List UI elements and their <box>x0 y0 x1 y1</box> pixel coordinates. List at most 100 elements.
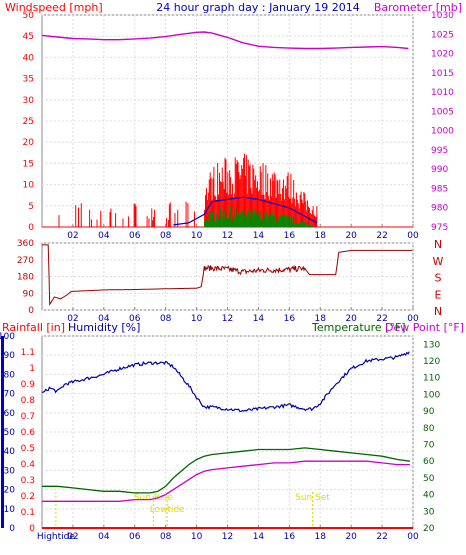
gust-series <box>58 153 318 227</box>
dew-point-line <box>42 460 410 502</box>
compass-label: N <box>434 238 442 251</box>
wind-x-tick-label: 20 <box>345 231 357 241</box>
humidity-line <box>41 351 410 413</box>
barometer-axis-title: Barometer [mb] <box>374 1 462 14</box>
compass-label: W <box>433 255 444 268</box>
rainfall-tick-label: 0.2 <box>21 492 35 502</box>
wind-x-tick-label: 18 <box>315 231 327 241</box>
humidity-axis-bar <box>1 336 4 528</box>
event-annotation-label: Sun Rise <box>134 493 173 503</box>
climate-x-tick-label: 04 <box>98 532 110 542</box>
rainfall-tick-label: 1 <box>29 364 35 374</box>
direction-tick-label: 270 <box>17 256 34 266</box>
barometer-tick-label: 975 <box>431 223 448 233</box>
humidity-tick-label: 90 <box>4 351 16 361</box>
barometer-tick-label: 990 <box>431 165 448 175</box>
barometer-line <box>41 31 409 50</box>
climate-x-tick-label: 06 <box>129 532 141 542</box>
windspeed-tick-label: 0 <box>28 223 34 233</box>
direction-x-tick-label: 10 <box>191 314 203 324</box>
climate-x-tick-label: 12 <box>222 532 233 542</box>
temperature-tick-label: 90 <box>423 407 435 417</box>
wind-x-tick-label: 10 <box>191 231 203 241</box>
barometer-tick-label: 1005 <box>431 107 454 117</box>
humidity-tick-label: 0 <box>9 524 15 534</box>
barometer-tick-label: 1015 <box>431 69 454 79</box>
windspeed-tick-label: 30 <box>23 96 35 106</box>
direction-tick-label: 90 <box>23 289 35 299</box>
climate-x-tick-label: 08 <box>160 532 172 542</box>
climate-x-tick-label: 18 <box>315 532 327 542</box>
wind-x-tick-label: 12 <box>222 231 233 241</box>
windspeed-tick-label: 50 <box>23 11 35 21</box>
rainfall-tick-label: 0.8 <box>21 396 36 406</box>
temperature-tick-label: 60 <box>423 457 435 467</box>
direction-tick-label: 360 <box>17 239 34 249</box>
temperature-tick-label: 100 <box>423 390 440 400</box>
direction-tick-label: 180 <box>17 273 34 283</box>
windspeed-tick-label: 45 <box>23 32 34 42</box>
barometer-tick-label: 1010 <box>431 88 454 98</box>
rainfall-tick-label: 0.5 <box>21 444 35 454</box>
barometer-tick-label: 1000 <box>431 127 454 137</box>
wind-average-line <box>173 196 318 226</box>
barometer-tick-label: 985 <box>431 184 448 194</box>
rainfall-tick-label: 0.6 <box>21 428 36 438</box>
direction-x-tick-label: 00 <box>407 314 419 324</box>
direction-x-tick-label: 02 <box>67 314 78 324</box>
event-annotation-label: Sun Set <box>295 493 330 503</box>
wind-x-tick-label: 02 <box>67 231 78 241</box>
rainfall-tick-label: 1.1 <box>21 348 35 358</box>
windspeed-tick-label: 10 <box>23 181 35 191</box>
wind-x-tick-label: 14 <box>253 231 265 241</box>
temperature-tick-label: 40 <box>423 491 435 501</box>
direction-x-tick-label: 08 <box>160 314 172 324</box>
climate-x-tick-label: 10 <box>191 532 203 542</box>
windspeed-tick-label: 20 <box>23 138 35 148</box>
windspeed-tick-label: 35 <box>23 75 34 85</box>
compass-label: N <box>434 305 442 318</box>
rainfall-tick-label: 0.9 <box>21 380 36 390</box>
wind-x-tick-label: 22 <box>376 231 387 241</box>
rainfall-tick-label: 0.4 <box>21 460 36 470</box>
temperature-tick-label: 130 <box>423 340 440 350</box>
temperature-tick-label: 80 <box>423 424 435 434</box>
temperature-tick-label: 30 <box>423 507 435 517</box>
rainfall-tick-label: 0.1 <box>21 508 35 518</box>
windspeed-axis-title: Windspeed [mph] <box>5 1 103 14</box>
humidity-tick-label: 10 <box>4 505 16 515</box>
direction-x-tick-label: 06 <box>129 314 141 324</box>
event-annotation-label: Lowtide <box>150 505 185 515</box>
compass-label: E <box>435 288 442 301</box>
climate-x-tick-label: 14 <box>253 532 265 542</box>
temperature-tick-label: 70 <box>423 441 435 451</box>
humidity-axis-title: Humidity [%] <box>68 321 140 334</box>
direction-tick-label: 0 <box>28 306 34 316</box>
rainfall-tick-label: 0.3 <box>21 476 35 486</box>
rainfall-axis-title: Rainfall [in] <box>2 321 65 334</box>
temperature-tick-label: 50 <box>423 474 435 484</box>
event-annotation-label: Hightide <box>37 532 75 542</box>
direction-x-tick-label: 22 <box>376 314 387 324</box>
windspeed-tick-label: 25 <box>23 117 34 127</box>
climate-x-tick-label: 00 <box>407 532 419 542</box>
wind-min-series <box>204 206 313 227</box>
barometer-tick-label: 980 <box>431 204 448 214</box>
climate-x-tick-label: 20 <box>345 532 357 542</box>
direction-x-tick-label: 18 <box>315 314 327 324</box>
compass-label: S <box>435 272 442 285</box>
humidity-tick-label: 70 <box>4 390 16 400</box>
direction-x-tick-label: 20 <box>345 314 357 324</box>
temperature-axis-title: Temperature [°F] <box>311 321 406 334</box>
barometer-tick-label: 1020 <box>431 50 454 60</box>
humidity-tick-label: 50 <box>4 428 16 438</box>
humidity-tick-label: 40 <box>4 447 16 457</box>
direction-x-tick-label: 14 <box>253 314 265 324</box>
wind-x-tick-label: 06 <box>129 231 141 241</box>
climate-x-tick-label: 02 <box>67 532 78 542</box>
temperature-tick-label: 120 <box>423 357 440 367</box>
direction-x-tick-label: 04 <box>98 314 110 324</box>
wind-x-tick-label: 16 <box>284 231 296 241</box>
wind-x-tick-label: 00 <box>407 231 419 241</box>
